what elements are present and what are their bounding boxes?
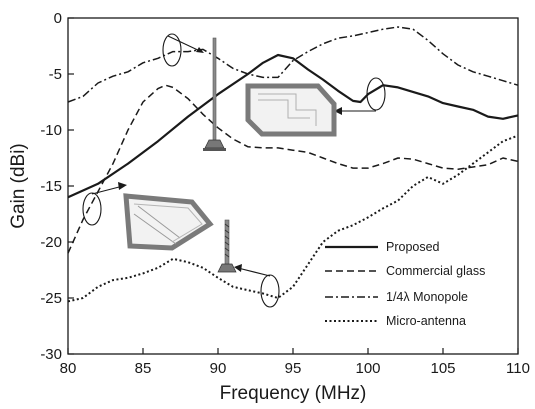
monopole-pointer-arrow [167,35,203,53]
commercial-glass-pointer-arrow [91,185,124,195]
y-axis-title: Gain (dBi) [8,143,29,229]
x-axis-title: Frequency (MHz) [220,383,367,404]
series-layer [67,26,519,303]
proposed-pointer-arrowhead [334,107,342,115]
x-tick-label: 100 [355,360,380,377]
x-tick-label: 90 [210,360,227,377]
y-tick-label: -5 [49,66,62,83]
proposed-glass-antenna-icon [245,83,337,137]
annotations [82,33,386,308]
ticks-layer: 80 85 90 95 100 105 110 0 -5 -10 -15 -20 -25 -30 [40,10,530,377]
y-tick-label: -30 [40,346,62,363]
y-tick-label: -10 [40,122,62,139]
series-line-micro-antenna [67,134,519,303]
legend-label-commercial-glass: Commercial glass [386,264,485,278]
micro-antenna-pointer-arrowhead [234,264,242,272]
legend-label-monopole: 1/4λ Monopole [386,290,468,304]
y-tick-label: -15 [40,178,62,195]
x-tick-label: 95 [285,360,302,377]
legend-label-proposed: Proposed [386,240,440,254]
commercial-glass-pointer-arrowhead [118,182,127,190]
monopole-antenna-icon [203,37,226,151]
legend: Proposed Commercial glass 1/4λ Monopole … [325,240,485,328]
x-tick-label: 80 [60,360,77,377]
y-tick-label: -20 [40,234,62,251]
series-line-1-4-monopole [67,26,519,103]
commercial-glass-antenna-icon [123,193,214,251]
micro-antenna-icon [217,219,237,273]
micro-antenna-marker-ellipse [260,274,280,308]
micro-antenna-pointer-arrow [237,267,271,277]
commercial-glass-marker-ellipse [82,192,102,226]
monopole-marker-ellipse [162,33,182,67]
x-tick-label: 110 [506,360,530,377]
x-tick-label: 105 [430,360,455,377]
x-tick-label: 85 [135,360,152,377]
monopole-pointer-arrowhead [196,47,204,53]
series-line-commercial-glass [67,84,519,254]
legend-label-micro-antenna: Micro-antenna [386,314,466,328]
proposed-marker-ellipse [366,77,386,111]
series-line-proposed [67,53,519,199]
y-tick-label: 0 [54,10,62,27]
y-tick-label: -25 [40,290,62,307]
